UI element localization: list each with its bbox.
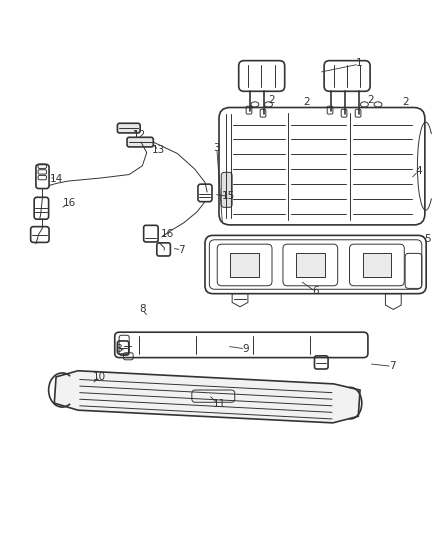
Polygon shape (54, 371, 360, 423)
FancyBboxPatch shape (127, 138, 153, 147)
Text: 16: 16 (161, 229, 174, 239)
Bar (296, 253, 325, 277)
Text: 8: 8 (115, 344, 122, 354)
FancyBboxPatch shape (221, 172, 232, 207)
Text: 13: 13 (152, 146, 165, 156)
Text: 15: 15 (222, 191, 235, 201)
Text: 5: 5 (424, 235, 431, 244)
Text: 2: 2 (303, 97, 310, 107)
Text: 1: 1 (356, 58, 363, 68)
Bar (230, 253, 259, 277)
FancyBboxPatch shape (117, 123, 140, 133)
Bar (363, 253, 391, 277)
Text: 14: 14 (49, 174, 63, 184)
Text: 16: 16 (63, 198, 76, 208)
Text: 9: 9 (242, 344, 249, 354)
Text: 12: 12 (133, 130, 146, 140)
Text: 2: 2 (402, 97, 409, 107)
Text: 2: 2 (268, 95, 275, 105)
Text: 3: 3 (213, 143, 220, 154)
Text: 8: 8 (139, 304, 146, 314)
Text: 7: 7 (178, 245, 185, 255)
Text: 4: 4 (415, 166, 422, 176)
Text: 11: 11 (212, 399, 226, 409)
Text: 2: 2 (367, 95, 374, 105)
Text: 10: 10 (93, 372, 106, 382)
Text: 7: 7 (389, 361, 396, 372)
Text: 6: 6 (312, 286, 319, 296)
